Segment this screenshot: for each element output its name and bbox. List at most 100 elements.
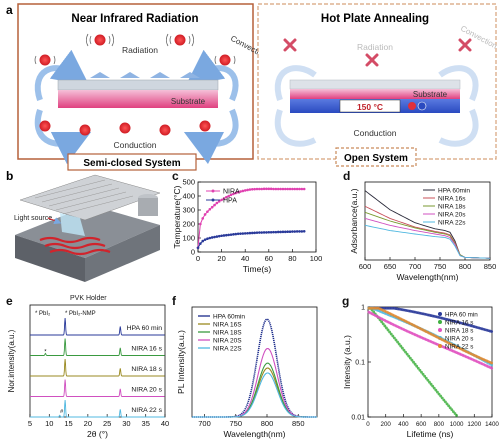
data-point: [298, 187, 301, 191]
data-point: [210, 205, 214, 209]
x-tick-label: 40: [161, 419, 169, 428]
y-tick-label: 0.1: [355, 360, 365, 367]
data-point: [267, 187, 271, 191]
data-point: [213, 203, 216, 207]
y-tick-label: 400: [182, 192, 195, 201]
data-point: [239, 190, 242, 193]
data-point: [394, 338, 398, 342]
data-point: [407, 354, 411, 358]
series-label: NIRA 18 s: [131, 366, 162, 373]
data-point: [421, 372, 425, 376]
left-system-box: [67, 153, 197, 171]
data-point: [272, 187, 275, 191]
data-point: [426, 378, 430, 382]
plot-frame: [364, 181, 491, 261]
series-line: [30, 358, 165, 377]
data-point: [405, 352, 409, 356]
x-tick-label: 800: [459, 262, 472, 271]
airflow-arrows: [90, 72, 200, 78]
data-point: [258, 187, 261, 191]
series-line: [192, 347, 317, 418]
legend-marker: [438, 320, 442, 324]
x-tick-label: 100: [310, 254, 323, 263]
data-point: [386, 328, 390, 332]
data-point: [215, 201, 219, 205]
x-tick-label: 850: [292, 419, 305, 428]
x-tick-label: 700: [198, 419, 211, 428]
data-point: [208, 208, 212, 211]
legend-label: NIRA 20 s: [445, 335, 473, 342]
lamp-coils: [34, 179, 134, 215]
panel-label-d: d: [343, 169, 350, 183]
data-point: [385, 326, 388, 330]
data-point: [274, 230, 278, 234]
data-point: [410, 358, 414, 362]
legend-marker: [438, 344, 442, 348]
data-point: [229, 233, 233, 236]
data-point: [380, 320, 384, 324]
heater-icon: [199, 120, 211, 132]
y-axis-label: Adsorbance(a.u.): [349, 188, 359, 253]
x-axis-label: 2θ (°): [87, 429, 108, 439]
data-point: [243, 189, 247, 192]
x-tick-label: 400: [398, 421, 409, 428]
legend-label: NIRA 18s: [438, 203, 466, 210]
data-point: [388, 330, 392, 334]
data-point: [447, 404, 450, 408]
plot-frame: [191, 306, 318, 418]
data-point: [236, 190, 240, 194]
data-point: [389, 332, 393, 336]
legend-label: NIRA 16 s: [445, 319, 473, 326]
right-radiation-label: Radiation: [357, 42, 393, 52]
legend-label: NIRA 16s: [438, 195, 466, 202]
data-point: [455, 414, 458, 417]
convection-arrow: [183, 108, 239, 165]
data-point: [415, 364, 419, 368]
x-tick-label: 40: [241, 254, 249, 263]
data-point: [232, 233, 235, 236]
series-line: [197, 230, 305, 249]
x-tick-label: 650: [384, 262, 397, 271]
y-tick-label: 500: [182, 178, 195, 187]
convection-arrow: [185, 49, 239, 102]
x-tick-label: 600: [416, 421, 427, 428]
panel-label-b: b: [6, 169, 13, 183]
data-point: [227, 233, 230, 237]
data-point: [255, 187, 259, 191]
data-point: [448, 406, 452, 410]
data-point: [220, 234, 223, 238]
lamp-cylinder-body: [138, 198, 158, 216]
x-tick-label: 750: [434, 262, 447, 271]
data-point: [215, 235, 219, 238]
series-line: [30, 379, 165, 397]
data-point: [437, 392, 441, 396]
data-point: [439, 394, 443, 398]
panel-label-e: e: [6, 294, 13, 308]
x-tick-label: 850: [484, 262, 497, 271]
data-point: [302, 229, 306, 233]
data-point: [206, 210, 209, 213]
device-front: [15, 235, 85, 282]
data-point: [434, 388, 438, 392]
data-point: [381, 322, 385, 326]
x-axis-label: Wavelength(nm): [223, 429, 285, 439]
convection-arrow: [34, 109, 92, 165]
x-tick-label: 1400: [485, 421, 499, 428]
data-point: [234, 232, 238, 236]
series-line: [30, 338, 165, 356]
data-point: [241, 232, 245, 235]
legend-label: NIRA 22s: [438, 219, 466, 226]
data-point: [440, 396, 444, 400]
legend-marker: [211, 198, 215, 202]
left-bottom-heaters: [39, 120, 211, 136]
glass-layer: [289, 79, 461, 90]
panel-label-a: a: [6, 3, 13, 17]
data-point: [432, 386, 436, 390]
heater-icon: [119, 122, 131, 134]
data-point: [281, 187, 285, 191]
data-point: [302, 187, 306, 191]
series-label: NIRA 22 s: [131, 407, 162, 414]
data-point: [234, 191, 238, 195]
left-system-label: Semi-closed System: [83, 158, 180, 169]
legend-label: NIRA 18S: [213, 329, 242, 336]
